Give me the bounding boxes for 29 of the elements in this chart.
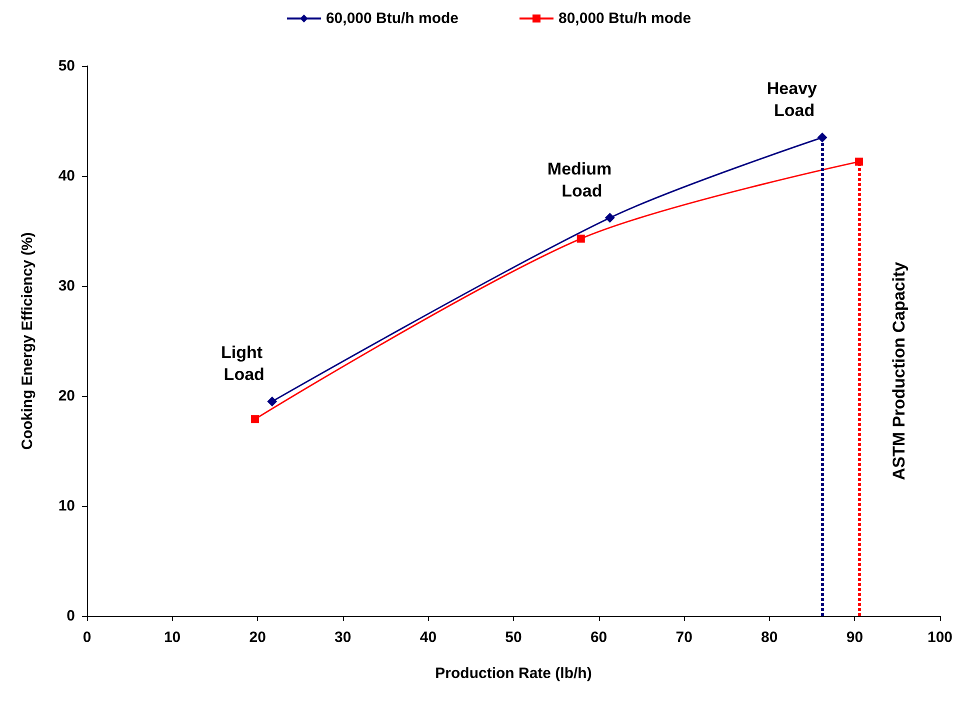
legend-label: 80,000 Btu/h mode [558, 10, 692, 27]
point [604, 212, 615, 223]
annotation: Light Load [220, 343, 268, 384]
x-tick-label: 0 [82, 629, 92, 646]
y-tick-label: 0 [66, 608, 75, 624]
x-tick-label: 80 [761, 629, 778, 646]
x-tick-label: 20 [249, 629, 266, 646]
y-tick-label: 20 [58, 388, 75, 404]
annotation: Medium Load [547, 159, 616, 200]
y-tick-label: 50 [58, 58, 75, 74]
x-tick-label: 70 [676, 629, 692, 646]
y-tick-label: 10 [58, 498, 75, 514]
x-tick-label: 50 [505, 629, 522, 646]
annotation: Heavy Load [766, 79, 822, 120]
legend-label: 60,000 Btu/h mode [326, 10, 459, 27]
point [251, 415, 260, 424]
y-tick-label: 40 [58, 168, 75, 184]
ref-line-label: ASTM Production Capacity [889, 261, 908, 480]
point [267, 396, 278, 406]
x-tick-label: 90 [846, 629, 864, 646]
x-tick-label: 10 [164, 629, 181, 646]
x-tick-label: 60 [590, 629, 608, 646]
y-axis-title: Cooking Energy Efficiency (%) [19, 232, 36, 450]
point [576, 234, 585, 243]
y-tick-label: 30 [58, 278, 75, 294]
x-tick-label: 30 [334, 629, 352, 646]
x-axis-title: Production Rate (lb/h) [435, 665, 592, 682]
x-tick-label: 100 [927, 629, 953, 646]
x-tick-label: 40 [420, 629, 437, 646]
